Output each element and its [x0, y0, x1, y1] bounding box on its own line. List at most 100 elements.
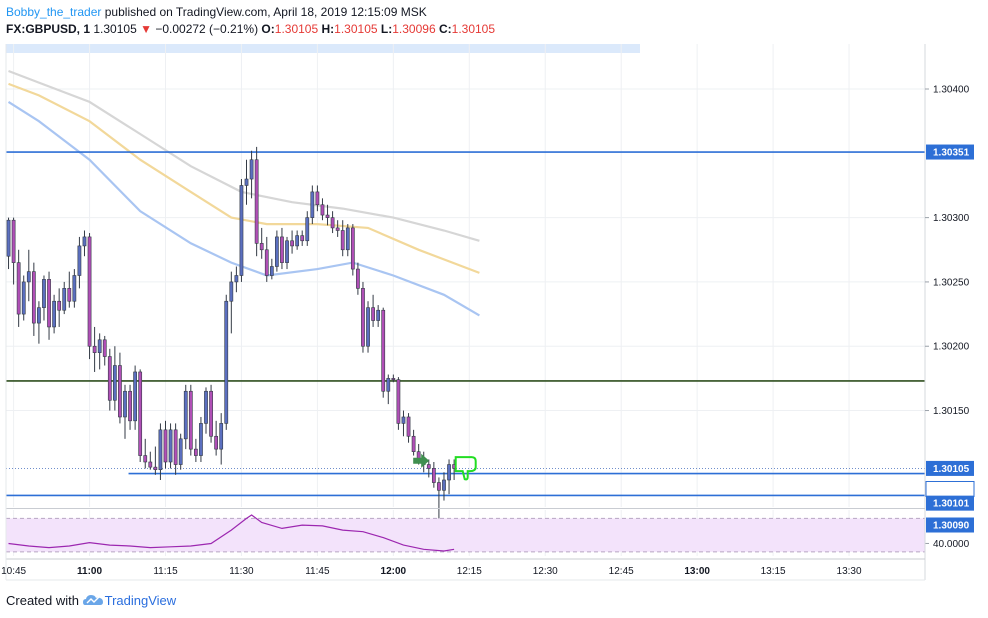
moving-average-line: [7, 100, 480, 317]
price-tag-label: 1.30101: [933, 499, 970, 510]
price-tag-label: 1.30090: [933, 521, 970, 532]
close-label: C:: [438, 22, 452, 36]
moving-average-line: [8, 82, 480, 274]
candle-body: [249, 159, 254, 180]
candle-body: [6, 219, 11, 257]
price-tag-bg: [926, 144, 974, 160]
candle-body: [330, 217, 335, 229]
candle-body: [447, 464, 451, 481]
candle-body: [300, 235, 305, 242]
candle-body: [77, 245, 82, 276]
candle-body: [442, 479, 446, 491]
candle-body: [431, 468, 436, 483]
candle-body: [264, 249, 269, 276]
price-tag-label: 00:52: [933, 484, 959, 495]
candle-body: [21, 281, 26, 315]
down-arrow-icon: ▼: [140, 22, 152, 36]
candle-body: [16, 262, 21, 315]
candle-body: [72, 275, 77, 302]
candle-body: [426, 464, 431, 469]
candle-body: [57, 300, 62, 311]
candle-body: [128, 390, 132, 422]
candle-body: [26, 271, 31, 283]
candle-body: [118, 365, 122, 418]
candle-body: [37, 307, 41, 324]
candle-body: [31, 271, 36, 324]
candle-body: [396, 379, 401, 424]
candle-body: [209, 390, 213, 437]
candle-body: [295, 235, 300, 247]
candle-body: [386, 378, 391, 392]
high-value: 1.30105: [334, 22, 378, 36]
candle-body: [11, 219, 16, 263]
x-tick-label: 13:30: [837, 566, 862, 577]
markers: [413, 453, 477, 481]
candle-body: [361, 288, 365, 347]
candle-body: [320, 204, 325, 216]
x-tick-label: 12:15: [457, 566, 482, 577]
candle-body: [199, 423, 203, 456]
tradingview-brand[interactable]: TradingView: [104, 593, 177, 608]
candle-body: [214, 435, 218, 450]
candle-body: [310, 191, 315, 218]
candle-body: [280, 236, 284, 263]
candle-body: [269, 266, 274, 276]
candle-body: [138, 371, 143, 456]
candle-body: [381, 309, 386, 392]
candle-body: [259, 243, 264, 251]
candle-body: [325, 214, 330, 218]
symbol-line: FX:GBPUSD, 1 1.30105 ▼ −0.00272 (−0.21%)…: [6, 21, 495, 38]
candle-body: [371, 307, 375, 321]
candle-body: [244, 178, 249, 186]
candle-body: [183, 390, 188, 440]
price-tags: 1.30351 1.30105 00:52 1.30101 1.30090: [925, 144, 975, 533]
author-link[interactable]: Bobby_the_trader: [6, 5, 102, 19]
rsi-pane: 40.0000: [6, 514, 970, 553]
candle-body: [305, 217, 310, 242]
candle-body: [67, 288, 72, 302]
candles: [6, 146, 456, 519]
candle-body: [178, 438, 183, 465]
price-tag-bg: [926, 495, 974, 511]
candle-body: [391, 378, 396, 380]
x-tick-label: 13:15: [761, 566, 786, 577]
candle-body: [275, 236, 279, 267]
rsi-level-label: 40.0000: [933, 539, 970, 550]
x-tick-label: 12:30: [533, 566, 558, 577]
y-tick-label: 1.30250: [933, 277, 970, 288]
price-change: −0.00272 (−0.21%): [155, 22, 259, 36]
candle-body: [224, 300, 229, 424]
arrow-right-icon: [413, 453, 430, 468]
chart-header: Bobby_the_trader published on TradingVie…: [6, 4, 495, 38]
low-label: L:: [380, 22, 393, 36]
horizontal-lines: [6, 151, 925, 497]
symbol-label: FX:GBPUSD, 1: [6, 22, 91, 36]
candle-body: [52, 300, 56, 328]
candle-body: [219, 423, 224, 450]
candle-body: [254, 159, 259, 244]
y-tick-label: 1.30150: [933, 406, 970, 417]
candle-body: [92, 345, 97, 353]
candle-body: [285, 240, 289, 263]
published-text: published on TradingView.com, April 18, …: [104, 5, 427, 19]
candle-body: [153, 466, 158, 471]
price-tag-label: 1.30351: [933, 148, 970, 159]
thumbs-down-icon: [454, 456, 477, 481]
low-value: 1.30096: [392, 22, 436, 36]
candle-body: [42, 279, 46, 308]
close-value: 1.30105: [451, 22, 496, 36]
x-tick-label: 10:45: [1, 566, 26, 577]
tradingview-cloud-icon: [82, 595, 103, 605]
candle-body: [376, 309, 381, 321]
axes: 1.30400 1.30300 1.30250 1.30200 1.30150 10:45…: [1, 44, 970, 581]
candle-body: [234, 275, 239, 283]
candle-body: [335, 227, 340, 231]
footer: Created with TradingView: [6, 593, 176, 608]
last-price: 1.30105: [93, 22, 137, 36]
highlight-strip: [6, 44, 640, 53]
y-tick-label: 1.30200: [933, 342, 970, 353]
price-tag-bg: [926, 517, 974, 533]
candle-body: [97, 339, 102, 353]
candle-body: [143, 455, 148, 463]
